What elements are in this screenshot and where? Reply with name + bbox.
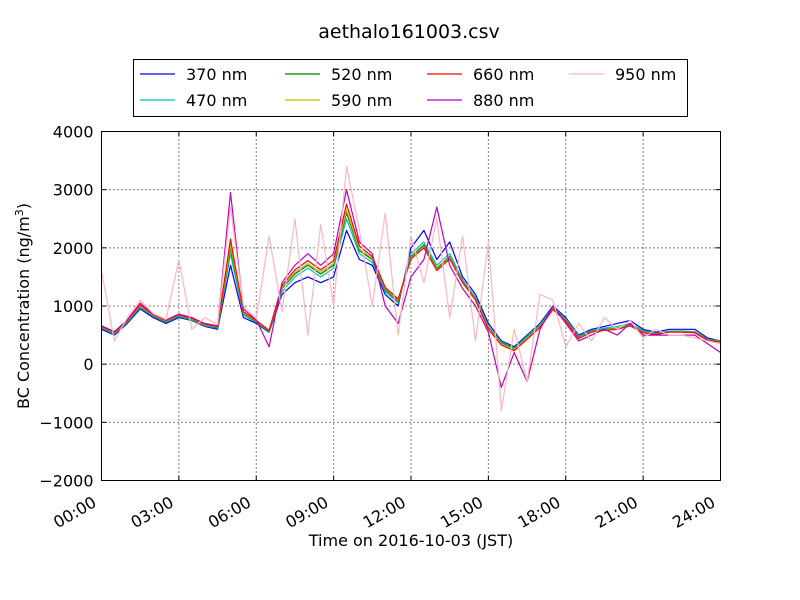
x-tick-label: 24:00: [669, 493, 718, 533]
x-axis-label: Time on 2016-10-03 (JST): [308, 531, 513, 550]
x-tick-label: 15:00: [437, 493, 486, 533]
series-line-950-nm: [100, 165, 721, 412]
y-tick-label: −2000: [39, 472, 93, 491]
y-tick-label: 2000: [53, 239, 94, 258]
y-axis-label: BC Concentration (ng/m3): [13, 203, 34, 409]
legend-frame: [133, 59, 688, 117]
x-tick-label: 18:00: [514, 493, 563, 533]
legend-label: 950 nm: [615, 65, 676, 84]
x-tick-label: 00:00: [50, 493, 99, 533]
x-tick-label: 12:00: [360, 493, 409, 533]
legend-label: 520 nm: [331, 65, 392, 84]
x-tick-label: 06:00: [205, 493, 254, 533]
y-tick-label: 0: [83, 355, 93, 374]
legend-label: 370 nm: [186, 65, 247, 84]
grid: [101, 131, 721, 481]
series-lines: [100, 165, 721, 412]
x-tick-label: 21:00: [592, 493, 641, 533]
chart-title: aethalo161003.csv: [318, 21, 500, 43]
legend-label: 880 nm: [473, 91, 534, 110]
x-tick-label: 03:00: [127, 493, 176, 533]
legend: 370 nm 470 nm 520 nm 590 nm 660 nm 880 nm 950 …: [133, 59, 688, 117]
y-tick-label: 4000: [53, 123, 94, 142]
y-tick-label: 3000: [53, 181, 94, 200]
series-line-520-nm: [101, 212, 721, 350]
y-tick-label: 1000: [53, 297, 94, 316]
legend-label: 660 nm: [473, 65, 534, 84]
legend-label: 470 nm: [186, 91, 247, 110]
series-line-880-nm: [101, 189, 721, 388]
y-tick-label: −1000: [39, 413, 93, 432]
x-tick-label: 09:00: [282, 493, 331, 533]
legend-label: 590 nm: [331, 91, 392, 110]
